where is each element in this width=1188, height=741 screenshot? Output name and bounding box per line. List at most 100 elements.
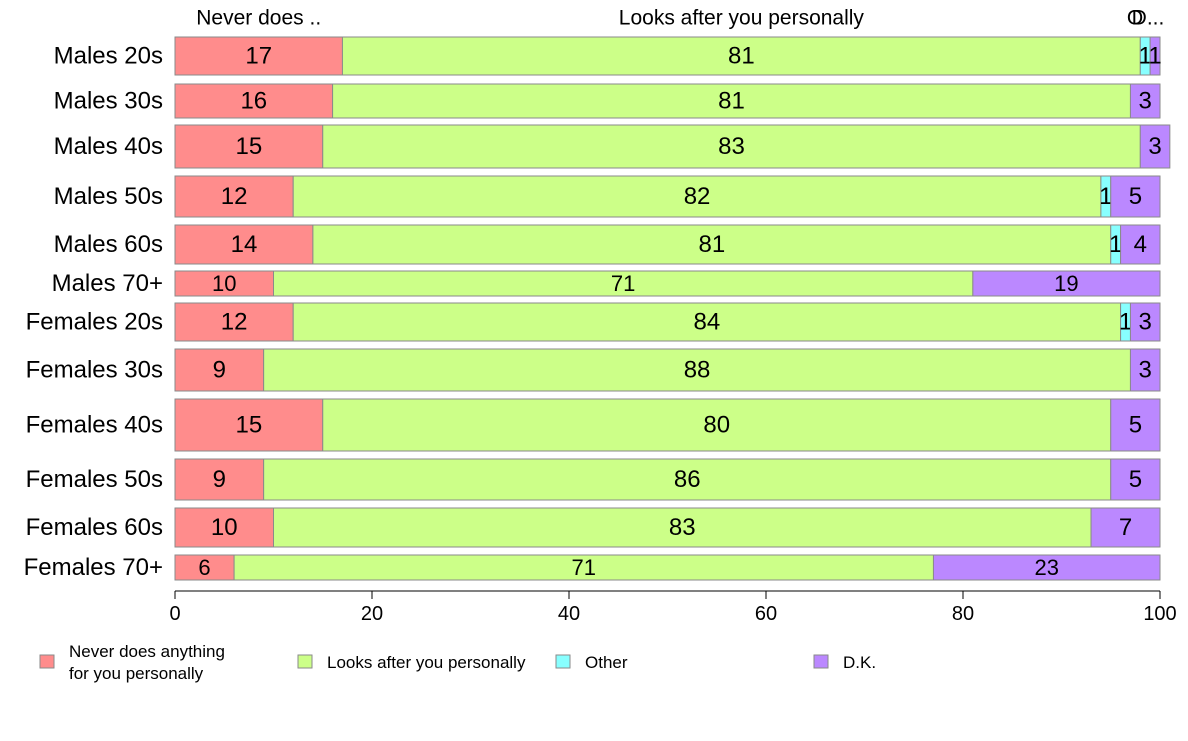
bar-segment: [174, 224, 314, 265]
bar-segment: [292, 302, 1122, 342]
data-label: 1: [1119, 309, 1132, 336]
category-label: Females 50s: [26, 466, 163, 493]
bar-segment: [174, 398, 324, 452]
legend-label-line: Other: [585, 653, 628, 672]
bar-segment: [174, 458, 265, 501]
bar-segment: [273, 270, 974, 297]
bar-segment: [174, 83, 334, 119]
data-label: 19: [1054, 271, 1078, 296]
data-label: 16: [240, 88, 267, 115]
data-label: 81: [718, 88, 745, 115]
data-label: 9: [213, 357, 226, 384]
data-label: 1: [1148, 43, 1161, 70]
data-label: 23: [1034, 555, 1058, 580]
bar-segment: [932, 554, 1161, 581]
x-tick-label: 20: [361, 603, 383, 625]
series-header: D...: [1132, 7, 1165, 30]
data-label: 12: [221, 309, 248, 336]
data-label: 71: [611, 271, 635, 296]
legend-label-line: D.K.: [843, 653, 876, 672]
category-label: Males 20s: [54, 43, 163, 70]
data-label: 15: [236, 133, 263, 160]
bar-segment: [174, 36, 343, 76]
bar-segment: [1090, 507, 1161, 548]
bar-segment: [174, 270, 274, 297]
data-label: 7: [1119, 514, 1132, 541]
bar-segment: [174, 175, 294, 218]
bar-segment: [332, 83, 1131, 119]
data-label: 3: [1139, 309, 1152, 336]
data-label: 9: [213, 466, 226, 493]
data-label: 1: [1109, 231, 1122, 258]
data-label: 81: [698, 231, 725, 258]
data-label: 86: [674, 466, 701, 493]
legend-swatch: [297, 654, 313, 669]
bar-segment: [292, 175, 1102, 218]
data-label: 5: [1129, 466, 1142, 493]
bar-segment: [322, 398, 1112, 452]
legend-label: Other: [585, 653, 628, 672]
data-label: 5: [1129, 412, 1142, 439]
data-label: 83: [718, 133, 745, 160]
legend-label-line: for you personally: [69, 664, 204, 683]
bar-segment: [1129, 348, 1161, 392]
x-tick-label: 60: [755, 603, 777, 625]
category-label: Males 50s: [54, 183, 163, 210]
category-label: Males 70+: [52, 270, 163, 297]
data-label: 17: [245, 43, 272, 70]
legend-swatch: [555, 654, 571, 669]
bar-segment: [174, 507, 274, 548]
data-label: 3: [1139, 357, 1152, 384]
category-label: Females 70+: [24, 554, 163, 581]
bar-segment: [1139, 124, 1171, 169]
bar-segment: [1129, 83, 1161, 119]
data-label: 71: [572, 555, 596, 580]
legend-label: D.K.: [843, 653, 876, 672]
series-header: Looks after you personally: [619, 7, 865, 30]
x-tick-label: 40: [558, 603, 580, 625]
legend-label-line: Looks after you personally: [327, 653, 526, 672]
data-label: 3: [1139, 88, 1152, 115]
data-label: 4: [1134, 231, 1147, 258]
data-label: 6: [198, 555, 210, 580]
category-label: Males 30s: [54, 88, 163, 115]
bar-segment: [341, 36, 1141, 76]
data-label: 10: [212, 271, 236, 296]
category-label: Males 40s: [54, 133, 163, 160]
category-label: Males 60s: [54, 231, 163, 258]
data-label: 1: [1139, 43, 1152, 70]
bar-segment: [1110, 398, 1161, 452]
data-label: 14: [231, 231, 258, 258]
legend-label: Never does anything for you personally: [69, 642, 225, 683]
data-label: 10: [211, 514, 238, 541]
bar-segment: [322, 124, 1141, 169]
category-label: Females 20s: [26, 309, 163, 336]
bar-segment: [1129, 302, 1161, 342]
bar-segment: [1110, 175, 1161, 218]
x-tick-label: 0: [169, 603, 180, 625]
data-label: 80: [703, 412, 730, 439]
x-tick-label: 80: [952, 603, 974, 625]
bar-segment: [174, 348, 265, 392]
legend-swatch: [39, 654, 55, 669]
category-label: Females 60s: [26, 514, 163, 541]
legend-label: Looks after you personally: [327, 653, 526, 672]
data-label: 5: [1129, 183, 1142, 210]
data-label: 1: [1099, 183, 1112, 210]
data-label: 84: [694, 309, 721, 336]
bar-segment: [174, 554, 235, 581]
series-header: O: [1127, 7, 1143, 30]
bar-segment: [1110, 458, 1161, 501]
bar-segment: [972, 270, 1161, 297]
data-label: 88: [684, 357, 711, 384]
bar-segment: [263, 458, 1112, 501]
data-label: 15: [236, 412, 263, 439]
bar-segment: [1149, 36, 1161, 76]
bar-segment: [1120, 224, 1161, 265]
data-label: 82: [684, 183, 711, 210]
data-label: 12: [221, 183, 248, 210]
legend-label-line: Never does anything: [69, 642, 225, 661]
data-label: 3: [1148, 133, 1161, 160]
data-label: 81: [728, 43, 755, 70]
